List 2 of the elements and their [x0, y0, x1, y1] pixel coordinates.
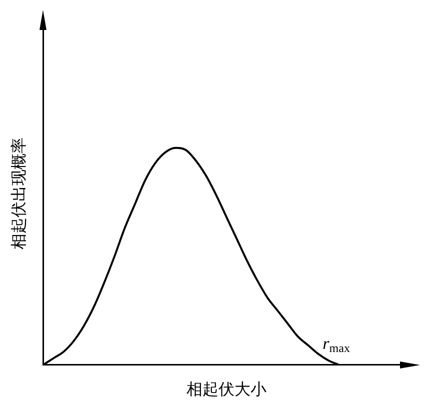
y-axis-title: 相起伏出现概率 [10, 137, 28, 250]
x-axis-title: 相起伏大小 [186, 380, 267, 399]
